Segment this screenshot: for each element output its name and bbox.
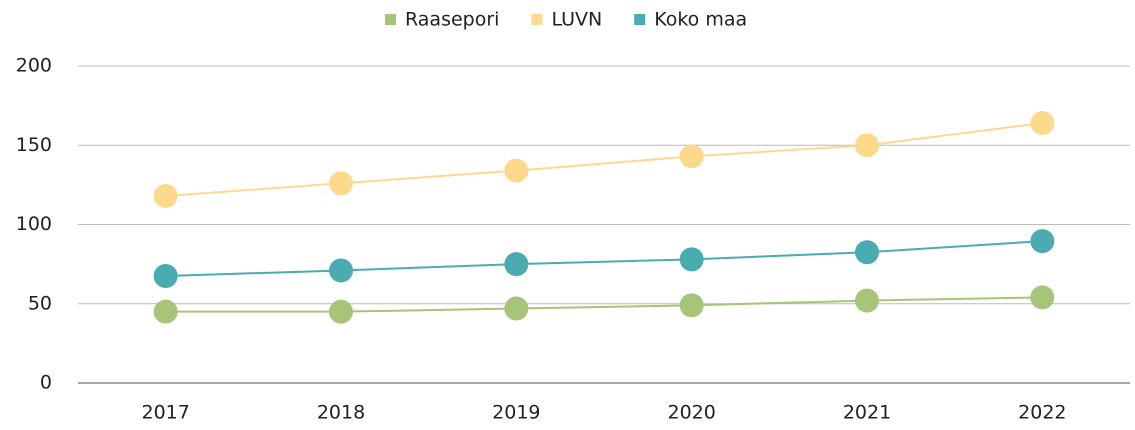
point-marker bbox=[329, 171, 353, 196]
point-marker bbox=[504, 252, 529, 277]
series-line bbox=[165, 240, 1043, 278]
x-tick-label: 2018 bbox=[317, 402, 365, 424]
point-marker bbox=[679, 144, 704, 169]
x-tick-label: 2020 bbox=[667, 402, 715, 424]
legend-swatch bbox=[385, 14, 396, 25]
point-marker bbox=[329, 258, 353, 283]
y-tick-label: 0 bbox=[40, 372, 52, 394]
point-marker bbox=[679, 293, 704, 318]
legend-swatch bbox=[634, 14, 646, 25]
point-marker bbox=[1030, 285, 1055, 310]
point-marker bbox=[679, 247, 704, 272]
point-marker bbox=[1030, 229, 1055, 254]
point-marker bbox=[153, 183, 178, 208]
x-tick-label: 2019 bbox=[492, 402, 540, 424]
legend-swatch bbox=[531, 14, 543, 25]
x-tick-label: 2017 bbox=[141, 402, 189, 424]
point-marker bbox=[329, 299, 353, 324]
legend-label: LUVN bbox=[551, 9, 602, 31]
point-marker bbox=[504, 296, 529, 321]
point-marker bbox=[855, 133, 879, 158]
point-marker bbox=[153, 299, 178, 324]
y-tick-label: 100 bbox=[16, 213, 52, 235]
y-tick-label: 50 bbox=[28, 292, 52, 314]
x-tick-label: 2021 bbox=[843, 402, 891, 424]
legend-label: Koko maa bbox=[654, 9, 747, 31]
series-line bbox=[165, 122, 1043, 197]
point-marker bbox=[504, 158, 529, 183]
point-marker bbox=[153, 264, 178, 289]
x-tick-label: 2022 bbox=[1018, 402, 1066, 424]
point-marker bbox=[855, 240, 879, 265]
series-line bbox=[165, 296, 1043, 313]
legend-label: Raasepori bbox=[405, 9, 499, 31]
y-tick-label: 150 bbox=[16, 134, 52, 156]
point-marker bbox=[1030, 111, 1055, 136]
point-marker bbox=[855, 288, 879, 313]
y-tick-label: 200 bbox=[16, 55, 52, 77]
